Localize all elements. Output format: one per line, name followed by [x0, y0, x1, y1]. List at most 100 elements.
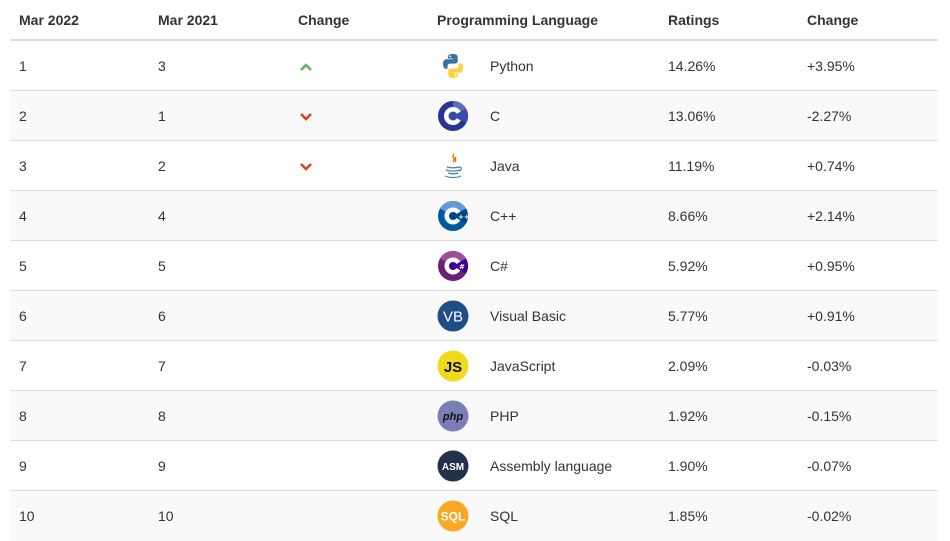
header-ratings[interactable]: Ratings — [659, 0, 798, 41]
rating-change-cell: -0.03% — [798, 340, 938, 391]
trend-cell — [289, 440, 428, 491]
rank-2022-cell: 6 — [10, 290, 149, 341]
rank-2022-cell: 7 — [10, 340, 149, 391]
language-wrapper: VB Visual Basic — [437, 300, 659, 332]
rank-2021-cell: 5 — [149, 240, 289, 291]
trend-down-icon — [300, 112, 312, 121]
trend-cell — [289, 90, 428, 141]
language-cell: php PHP — [428, 390, 659, 441]
csharp-icon: # — [438, 250, 469, 281]
language-name[interactable]: Assembly language — [490, 457, 613, 474]
trend-down-icon — [300, 162, 312, 171]
trend-cell — [289, 140, 428, 191]
language-cell: ASM Assembly language — [428, 440, 659, 491]
rank-2022-cell: 4 — [10, 190, 149, 241]
rank-2021-cell: 6 — [149, 290, 289, 341]
svg-text:JS: JS — [444, 359, 462, 376]
rating-change-cell: -0.02% — [798, 490, 938, 541]
trend-up-icon — [300, 62, 312, 71]
language-cell: C — [428, 90, 659, 141]
language-name[interactable]: JavaScript — [490, 357, 556, 374]
trend-cell — [289, 40, 428, 91]
c-icon — [438, 100, 469, 131]
rank-2022-cell: 9 — [10, 440, 149, 491]
language-name[interactable]: PHP — [490, 407, 519, 424]
rating-cell: 1.92% — [659, 390, 798, 441]
language-name[interactable]: C# — [490, 257, 508, 274]
rating-cell: 5.92% — [659, 240, 798, 291]
java-icon — [444, 153, 462, 178]
rating-cell: 8.66% — [659, 190, 798, 241]
table-header-row: Mar 2022 Mar 2021 Change Programming Lan… — [10, 0, 938, 41]
trend-cell — [289, 340, 428, 391]
table-row: 1 3 Python 14.26% +3.95% — [10, 40, 938, 91]
rank-2022-cell: 10 — [10, 490, 149, 541]
header-mar-2022[interactable]: Mar 2022 — [10, 0, 149, 41]
rating-cell: 1.90% — [659, 440, 798, 491]
rank-2021-cell: 3 — [158, 57, 166, 74]
trend-cell — [289, 490, 428, 541]
rating-change-cell: -0.07% — [798, 440, 938, 491]
rating-cell: 11.19% — [659, 140, 798, 191]
assembly-icon: ASM — [437, 450, 469, 481]
rank-2021-cell: 4 — [149, 190, 289, 241]
language-name[interactable]: Visual Basic — [490, 307, 567, 324]
language-wrapper: JS JavaScript — [437, 350, 659, 382]
rank-2021-cell: 7 — [149, 340, 289, 391]
language-name[interactable]: SQL — [490, 507, 519, 524]
python-icon — [443, 53, 463, 78]
rating-change-cell: -2.27% — [798, 90, 938, 141]
language-cell: Java — [428, 140, 659, 191]
svg-text:VB: VB — [443, 308, 463, 325]
rating-change-cell: +2.14% — [798, 190, 938, 241]
language-cell: Python — [428, 40, 659, 91]
javascript-icon: JS — [437, 350, 469, 381]
language-name[interactable]: C++ — [490, 207, 517, 224]
trend-cell — [289, 240, 428, 291]
svg-text:SQL: SQL — [441, 509, 466, 523]
rank-2022-cell: 3 — [10, 140, 149, 191]
trend-cell — [289, 390, 428, 441]
rank-2021-cell: 8 — [149, 390, 289, 441]
sql-icon: SQL — [437, 500, 469, 532]
language-wrapper: ASM Assembly language — [437, 450, 659, 482]
rank-2022-cell: 2 — [10, 90, 149, 141]
rating-change-cell: +3.95% — [807, 57, 855, 74]
table-row: 10 10 SQL SQL 1.85% -0.02% — [10, 490, 938, 541]
rating-cell: 13.06% — [659, 90, 798, 141]
language-name[interactable]: Java — [490, 157, 520, 174]
language-cell: VB Visual Basic — [428, 290, 659, 341]
language-wrapper: php PHP — [437, 400, 659, 432]
trend-cell — [289, 290, 428, 341]
language-wrapper: # C# — [437, 250, 659, 282]
header-rating-change[interactable]: Change — [798, 0, 938, 41]
rating-change-cell: +0.95% — [798, 240, 938, 291]
rating-change-cell: +0.74% — [798, 140, 938, 191]
rank-2021-cell: 2 — [149, 140, 289, 191]
svg-text:php: php — [442, 411, 463, 423]
header-mar-2021[interactable]: Mar 2021 — [149, 0, 289, 41]
rating-cell: 14.26% — [668, 57, 716, 74]
language-wrapper: ++ C++ — [437, 200, 659, 232]
language-wrapper: C — [437, 100, 659, 132]
trend-cell — [289, 190, 428, 241]
language-name[interactable]: Python — [490, 57, 534, 74]
rating-change-cell: +0.91% — [798, 290, 938, 341]
rank-2021-cell: 9 — [149, 440, 289, 491]
cpp-icon: ++ — [438, 200, 469, 231]
svg-text:#: # — [459, 263, 465, 271]
language-ranking-table: Mar 2022 Mar 2021 Change Programming Lan… — [10, 0, 938, 541]
header-change[interactable]: Change — [289, 0, 428, 41]
rating-cell: 2.09% — [659, 340, 798, 391]
header-language[interactable]: Programming Language — [428, 0, 659, 41]
language-wrapper: SQL SQL — [437, 500, 659, 532]
rating-cell: 5.77% — [659, 290, 798, 341]
svg-text:ASM: ASM — [442, 462, 464, 473]
rank-2022-cell: 8 — [10, 390, 149, 441]
language-name[interactable]: C — [490, 107, 501, 124]
